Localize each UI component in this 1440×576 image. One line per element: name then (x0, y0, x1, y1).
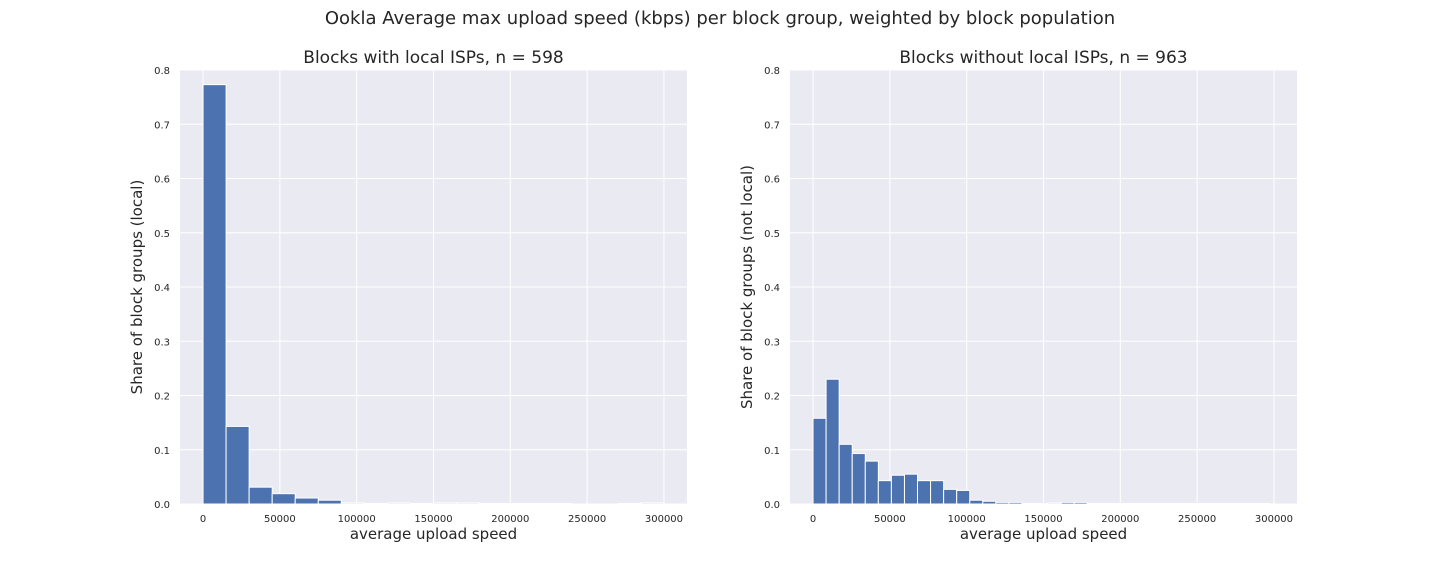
histogram-bar (1008, 501, 1023, 505)
x-tick-label: 50000 (874, 514, 906, 525)
histogram-bar (409, 502, 435, 505)
histogram-bar (340, 502, 365, 505)
histogram-bar (995, 501, 1010, 505)
histogram-bar (1086, 502, 1101, 505)
histogram-bar (248, 486, 273, 505)
histogram-bar (433, 502, 458, 505)
y-tick-label: 0.3 (764, 337, 780, 348)
histogram-bar (1217, 502, 1232, 505)
histogram-bar (548, 502, 573, 505)
y-tick-label: 0.8 (154, 66, 170, 77)
histogram-bar (982, 500, 997, 505)
histogram-bar (479, 502, 504, 505)
x-tick-label: 250000 (568, 514, 606, 525)
histogram-bar (917, 480, 932, 505)
histogram-bar (903, 473, 919, 505)
histogram-bar (640, 502, 665, 505)
histogram-bar (1256, 502, 1271, 505)
panel-2: 0 50000 100000 150000 200000 250000 300000 0.0 0… (738, 48, 1297, 543)
histogram-bar (525, 502, 550, 505)
x-tick-label: 200000 (491, 514, 529, 525)
histogram-bar (956, 489, 971, 505)
y-tick-label: 0.7 (764, 120, 780, 131)
histogram-bar (317, 499, 342, 505)
y-tick-label: 0.5 (764, 229, 780, 240)
histogram-bar (1125, 502, 1141, 505)
histogram-bar (969, 499, 984, 505)
x-axis-label: average upload speed (350, 525, 517, 543)
y-tick-label: 0.4 (154, 283, 170, 294)
histogram-bar (225, 425, 250, 505)
histogram-bar (1191, 502, 1206, 505)
histogram-bar (1034, 502, 1049, 505)
panel-title: Blocks with local ISPs, n = 598 (303, 48, 563, 68)
x-tick-label: 100000 (338, 514, 376, 525)
y-tick-label: 0.0 (764, 500, 780, 511)
histogram-bar (1152, 502, 1167, 505)
histogram-bar (294, 497, 319, 505)
histogram-bar (1204, 502, 1219, 505)
histogram-bar (943, 488, 958, 505)
histogram-bar (1139, 502, 1154, 505)
y-tick-label: 0.4 (764, 283, 780, 294)
panel-1: 0 50000 100000 150000 200000 250000 300000 0.0 0… (128, 48, 687, 543)
histogram-bar (1073, 501, 1088, 505)
histogram-bar (1047, 502, 1062, 505)
y-tick-label: 0.2 (154, 392, 170, 403)
x-tick-label: 100000 (948, 514, 986, 525)
histogram-bar (202, 84, 227, 505)
x-axis-label: average upload speed (960, 525, 1127, 543)
histogram-bar (1112, 502, 1127, 505)
histogram-bar (363, 502, 388, 505)
x-tick-label: 300000 (1255, 514, 1293, 525)
x-tick-label: 0 (810, 514, 816, 525)
histogram-bar (1178, 502, 1193, 505)
histogram-bar (386, 502, 411, 505)
histogram-bar (1021, 502, 1036, 505)
y-axis-label: Share of block groups (not local) (738, 165, 756, 409)
histogram-bar (877, 480, 892, 505)
histogram-bar (502, 502, 527, 505)
histogram-bar (456, 502, 481, 505)
y-tick-label: 0.6 (154, 175, 170, 186)
histogram-bar (812, 417, 827, 505)
histogram-bar (1099, 502, 1114, 505)
histogram-bar (617, 502, 642, 505)
x-tick-label: 50000 (264, 514, 296, 525)
y-tick-label: 0.8 (764, 66, 780, 77)
y-tick-label: 0.1 (154, 446, 170, 457)
x-tick-label: 150000 (1024, 514, 1062, 525)
y-tick-label: 0.6 (764, 175, 780, 186)
histogram-bar (851, 453, 866, 505)
y-axis-label: Share of block groups (local) (128, 180, 146, 395)
panel-title: Blocks without local ISPs, n = 963 (899, 48, 1187, 68)
histogram-bar (864, 460, 879, 505)
x-tick-label: 150000 (414, 514, 452, 525)
figure-suptitle: Ookla Average max upload speed (kbps) pe… (324, 8, 1116, 29)
histogram-bar (271, 493, 296, 505)
x-tick-label: 0 (200, 514, 206, 525)
histogram-bar (1060, 501, 1075, 505)
histogram-bar (1243, 502, 1258, 505)
y-tick-label: 0.5 (154, 229, 170, 240)
x-tick-label: 300000 (645, 514, 683, 525)
y-tick-label: 0.0 (154, 500, 170, 511)
histogram-bar (930, 480, 945, 505)
histogram-bar (1230, 502, 1245, 505)
y-tick-label: 0.3 (154, 337, 170, 348)
x-tick-label: 200000 (1101, 514, 1139, 525)
histogram-bar (1165, 502, 1180, 505)
y-tick-label: 0.2 (764, 392, 780, 403)
x-tick-label: 250000 (1178, 514, 1216, 525)
histogram-bar (825, 378, 840, 505)
y-tick-label: 0.7 (154, 120, 170, 131)
y-tick-label: 0.1 (764, 446, 780, 457)
histogram-bar (838, 443, 853, 505)
histogram-bar (890, 474, 905, 505)
